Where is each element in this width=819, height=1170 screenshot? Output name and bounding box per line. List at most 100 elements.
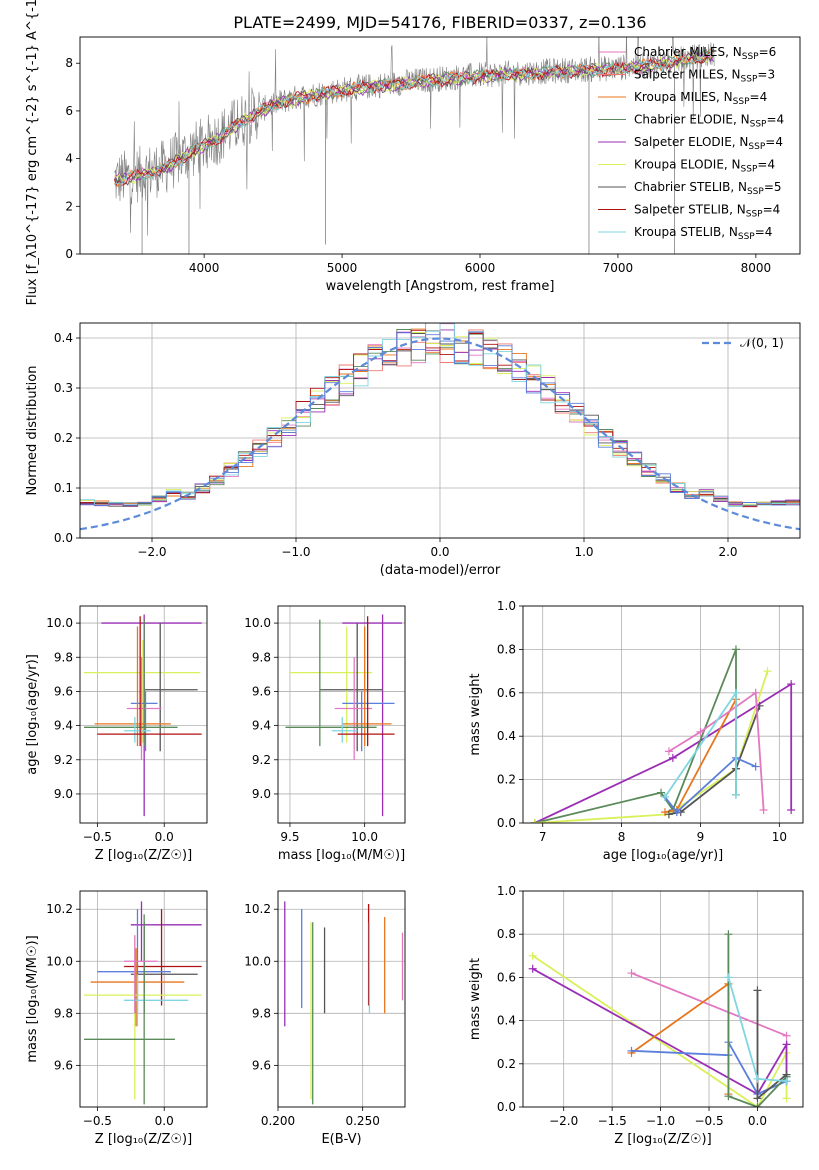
axes-frame: [79, 322, 801, 539]
legend: Chabrier MILES, NSSP=6 Salpeter MILES, NS…: [598, 45, 784, 242]
plot-area: [84, 901, 202, 1105]
y-tick-label: 0.3: [54, 381, 73, 395]
y-tick-label: 10.0: [46, 954, 73, 968]
weight-point: [751, 688, 760, 697]
y-axis-label: Normed distribution: [25, 366, 40, 496]
error-cross-8: [124, 935, 158, 1014]
y-tick-label: 0.1: [54, 481, 73, 495]
weight-point: [731, 688, 740, 697]
panel-mass_age: 9.5 10.0 9.0 9.2 9.4 9.6 9.8 10.0 mass [log₁₀(M/…: [244, 605, 406, 863]
x-tick-label: −0.5: [83, 830, 112, 844]
y-axis-label: Flux [f_λ10^{-17} erg cm^{-2} s^{-1} A^{…: [25, 0, 40, 305]
panel-z_weight: −2.0 −1.5 −1.0 −0.5 0.0 0.0 0.2 0.4 0.6 0.8 1.0 Z […: [468, 884, 804, 1147]
plot-area: [528, 930, 791, 1107]
y-axis-label: mass weight: [468, 673, 483, 755]
error-cross-8: [97, 616, 202, 747]
error-cross-8: [337, 616, 395, 747]
legend-entry: 𝒩(0, 1): [740, 336, 784, 350]
histogram-5: [80, 332, 800, 506]
y-tick-label: 10.2: [46, 902, 73, 916]
weight-point: [759, 805, 768, 814]
weight-point: [660, 792, 669, 801]
weight-point: [753, 1103, 762, 1107]
y-tick-label: 0.0: [497, 1100, 516, 1114]
weight-line-6: [668, 691, 765, 811]
y-tick-label: 2: [65, 199, 73, 213]
x-tick-label: 7: [539, 830, 547, 844]
plot-area: [114, 37, 715, 254]
x-tick-label: 5000: [327, 261, 358, 275]
y-tick-label: 0.0: [497, 816, 516, 830]
y-tick-label: 10.0: [244, 954, 271, 968]
x-tick-label: −2.0: [137, 545, 166, 559]
y-tick-label: 1.0: [497, 884, 516, 898]
y-tick-label: 8: [65, 56, 73, 70]
x-tick-label: 0.200: [261, 1114, 295, 1128]
panel-ebv_mass: 0.200 0.250 9.6 9.8 10.0 10.2 E(B-V): [244, 890, 406, 1147]
y-tick-label: 0.2: [497, 773, 516, 787]
weight-point: [753, 1074, 762, 1083]
x-tick-label: 0.0: [430, 545, 449, 559]
weight-point: [724, 1092, 733, 1101]
y-tick-label: 9.6: [252, 1058, 271, 1072]
y-tick-label: 0.6: [497, 970, 516, 984]
legend-entry: Chabrier ELODIE, NSSP=4: [634, 113, 784, 130]
weight-point: [782, 1094, 791, 1103]
axes-frame: [522, 605, 804, 824]
panel-spectrum: 4000 5000 6000 7000 8000 0 2 4 6 8 wavelength [Ang…: [25, 0, 801, 305]
weight-point: [664, 747, 673, 756]
x-axis-label: Z [log₁₀(Z/Z☉)]: [95, 848, 192, 863]
error-cross-6: [84, 619, 178, 747]
weight-point: [530, 819, 539, 823]
y-tick-label: 9.6: [54, 1058, 73, 1072]
y-tick-label: 0.6: [497, 686, 516, 700]
weight-line-1: [532, 968, 788, 1096]
x-tick-label: 0.0: [748, 1114, 767, 1128]
weight-point: [724, 973, 733, 982]
legend-entry: Salpeter MILES, NSSP=3: [634, 68, 775, 85]
panel-z_age: −0.5 0.0 9.0 9.2 9.4 9.6 9.8 10.0 Z [log₁₀(Z/Z☉)…: [25, 605, 208, 863]
plot-area: [285, 614, 403, 817]
x-tick-label: 7000: [603, 261, 634, 275]
axes-frame: [522, 890, 804, 1108]
x-tick-label: −1.0: [646, 1114, 675, 1128]
x-tick-label: 0.0: [155, 1114, 174, 1128]
y-tick-label: 0: [65, 247, 73, 261]
x-axis-label: Z [log₁₀(Z/Z☉)]: [95, 1132, 192, 1147]
weight-point: [724, 930, 733, 939]
error-cross-0: [101, 614, 202, 817]
x-tick-label: 0.250: [345, 1114, 379, 1128]
legend-entry: Kroupa STELIB, NSSP=4: [634, 225, 772, 242]
weight-point: [657, 788, 666, 797]
legend-entry: Chabrier MILES, NSSP=6: [634, 45, 776, 62]
axes-frame: [79, 36, 801, 255]
legend-entry: Kroupa ELODIE, NSSP=4: [634, 158, 775, 175]
x-tick-label: 8000: [741, 261, 772, 275]
x-tick-label: 8: [618, 830, 626, 844]
weight-point: [787, 680, 796, 689]
y-tick-label: 10.0: [244, 616, 271, 630]
error-cross-4: [334, 657, 373, 760]
error-cross-1: [84, 640, 201, 743]
weight-point: [668, 753, 677, 762]
axes-frame: [277, 605, 406, 824]
y-tick-label: 0.4: [54, 331, 73, 345]
y-tick-label: 6: [65, 104, 73, 118]
model-line-chabrier-elodie: [114, 48, 715, 182]
legend-entry: Salpeter ELODIE, NSSP=4: [634, 135, 783, 152]
weight-point: [528, 951, 537, 960]
weight-line-4: [668, 705, 761, 816]
axes-frame: [79, 605, 208, 824]
y-tick-label: 0.8: [497, 642, 516, 656]
y-tick-label: 0.4: [497, 729, 516, 743]
x-tick-label: 9.5: [280, 830, 299, 844]
y-tick-label: 1.0: [497, 599, 516, 613]
weight-point: [763, 667, 772, 676]
y-tick-label: 9.4: [54, 719, 73, 733]
y-tick-label: 9.4: [252, 719, 271, 733]
y-tick-label: 10.0: [46, 616, 73, 630]
y-axis-label: mass [log₁₀(M/M☉)]: [25, 935, 40, 1062]
error-cross-5: [342, 626, 392, 747]
y-tick-label: 9.8: [54, 650, 73, 664]
y-tick-label: 0.0: [54, 531, 73, 545]
